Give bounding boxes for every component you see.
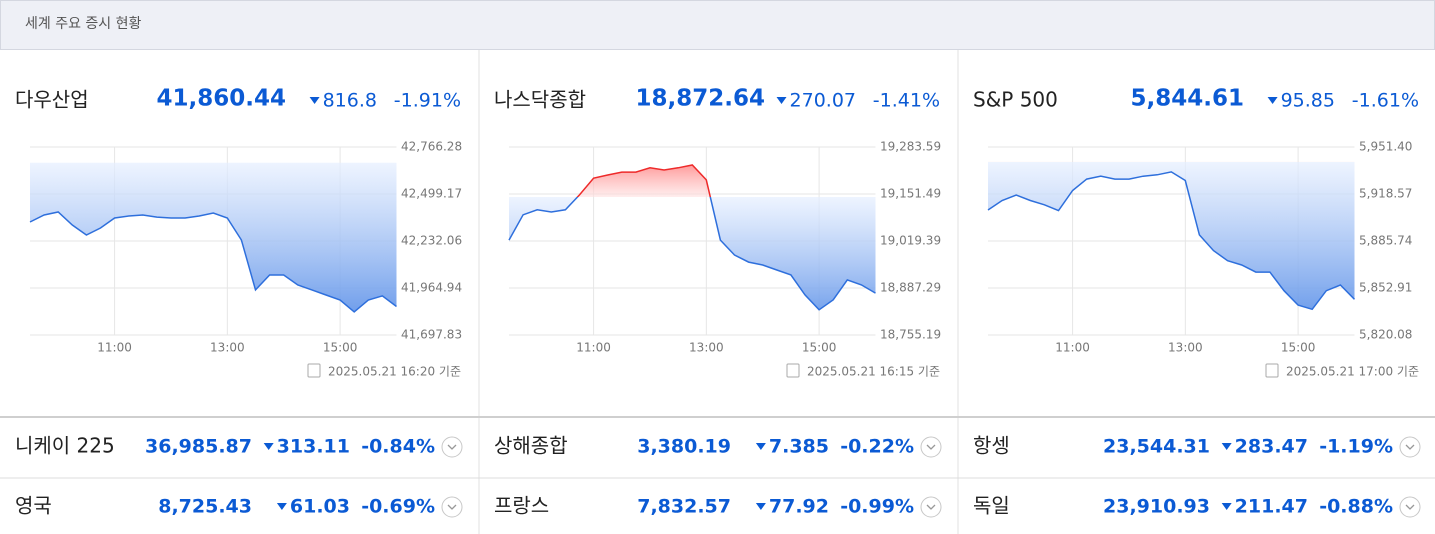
x-tick-label: 13:00 bbox=[210, 341, 245, 355]
down-icon bbox=[309, 97, 320, 104]
y-tick-label: 19,151.49 bbox=[880, 187, 941, 201]
down-icon bbox=[755, 443, 766, 450]
y-tick-label: 5,918.57 bbox=[1359, 187, 1412, 201]
market-price: 3,380.19 bbox=[637, 436, 731, 458]
timestamp: 2025.05.21 17:00 기준 bbox=[1286, 365, 1419, 379]
market-name: 영국 bbox=[15, 494, 52, 518]
market-name: 항셍 bbox=[973, 434, 1010, 458]
x-tick-label: 15:00 bbox=[802, 341, 837, 355]
index-name: 나스닥종합 bbox=[494, 88, 586, 112]
y-tick-label: 18,887.29 bbox=[880, 281, 941, 295]
calendar-icon bbox=[786, 363, 800, 378]
price-line bbox=[29, 211, 397, 313]
index-price: 41,860.44 bbox=[157, 86, 287, 112]
down-icon bbox=[276, 503, 287, 510]
x-tick-label: 15:00 bbox=[1281, 341, 1316, 355]
header-title: 세계 주요 증시 현황 bbox=[25, 16, 142, 32]
x-tick-label: 13:00 bbox=[689, 341, 724, 355]
index-name: 다우산업 bbox=[15, 88, 89, 112]
market-price: 8,725.43 bbox=[158, 496, 252, 518]
header-bar bbox=[0, 0, 1435, 50]
expand-button[interactable] bbox=[1399, 496, 1421, 518]
chevron-icon bbox=[926, 504, 936, 510]
market-change: 313.11 bbox=[277, 436, 350, 458]
calendar-icon bbox=[1265, 363, 1279, 378]
index-price: 5,844.61 bbox=[1131, 86, 1245, 112]
market-price: 23,910.93 bbox=[1103, 496, 1210, 518]
expand-button[interactable] bbox=[1399, 436, 1421, 458]
y-tick-label: 41,697.83 bbox=[401, 328, 462, 342]
down-icon bbox=[1221, 443, 1232, 450]
y-tick-label: 42,499.17 bbox=[401, 186, 462, 200]
calendar-icon bbox=[307, 363, 321, 378]
chevron-icon bbox=[447, 444, 457, 450]
market-change-pct: -0.88% bbox=[1319, 496, 1393, 518]
expand-button[interactable] bbox=[920, 436, 942, 458]
index-change: 816.8 bbox=[323, 90, 377, 112]
market-change-pct: -0.69% bbox=[361, 496, 435, 518]
market-name: 독일 bbox=[973, 494, 1010, 518]
x-tick-label: 11:00 bbox=[576, 341, 611, 355]
price-line bbox=[508, 164, 876, 311]
timestamp: 2025.05.21 16:20 기준 bbox=[328, 365, 461, 379]
market-price: 7,832.57 bbox=[637, 496, 731, 518]
market-change: 77.92 bbox=[769, 496, 829, 518]
market-name: 니케이 225 bbox=[15, 434, 115, 458]
chevron-icon bbox=[926, 444, 936, 450]
down-icon bbox=[755, 503, 766, 510]
y-tick-label: 42,232.06 bbox=[401, 233, 462, 247]
y-tick-label: 18,755.19 bbox=[880, 328, 941, 342]
index-change-pct: -1.41% bbox=[873, 90, 940, 112]
x-tick-label: 15:00 bbox=[323, 341, 358, 355]
expand-button[interactable] bbox=[441, 436, 463, 458]
market-name: 프랑스 bbox=[494, 494, 549, 518]
y-tick-label: 5,820.08 bbox=[1359, 328, 1412, 342]
market-change-pct: -1.19% bbox=[1319, 436, 1393, 458]
chevron-icon bbox=[447, 504, 457, 510]
market-change-pct: -0.22% bbox=[840, 436, 914, 458]
market-change: 61.03 bbox=[290, 496, 350, 518]
index-change-pct: -1.91% bbox=[394, 90, 461, 112]
y-tick-label: 41,964.94 bbox=[401, 281, 462, 295]
y-tick-label: 5,951.40 bbox=[1359, 140, 1412, 154]
x-tick-label: 13:00 bbox=[1168, 341, 1203, 355]
chevron-icon bbox=[1405, 504, 1415, 510]
area bbox=[988, 161, 1355, 310]
y-tick-label: 42,766.28 bbox=[401, 140, 462, 154]
market-price: 36,985.87 bbox=[145, 436, 252, 458]
down-icon bbox=[776, 97, 787, 104]
x-tick-label: 11:00 bbox=[1055, 341, 1090, 355]
down-icon bbox=[1267, 97, 1278, 104]
timestamp: 2025.05.21 16:15 기준 bbox=[807, 365, 940, 379]
expand-button[interactable] bbox=[441, 496, 463, 518]
index-change: 95.85 bbox=[1281, 90, 1335, 112]
market-name: 상해종합 bbox=[494, 434, 568, 458]
market-change: 283.47 bbox=[1235, 436, 1308, 458]
market-change-pct: -0.84% bbox=[361, 436, 435, 458]
index-price: 18,872.64 bbox=[636, 86, 766, 112]
area bbox=[30, 162, 397, 312]
chevron-icon bbox=[1405, 444, 1415, 450]
y-tick-label: 5,885.74 bbox=[1359, 234, 1412, 248]
market-price: 23,544.31 bbox=[1103, 436, 1210, 458]
x-tick-label: 11:00 bbox=[97, 341, 132, 355]
y-tick-label: 5,852.91 bbox=[1359, 281, 1412, 295]
index-change: 270.07 bbox=[790, 90, 856, 112]
index-name: S&P 500 bbox=[973, 88, 1058, 112]
market-change: 7.385 bbox=[769, 436, 829, 458]
down-icon bbox=[263, 443, 274, 450]
market-change-pct: -0.99% bbox=[840, 496, 914, 518]
price-line bbox=[987, 171, 1356, 311]
market-change: 211.47 bbox=[1235, 496, 1308, 518]
down-icon bbox=[1221, 503, 1232, 510]
index-change-pct: -1.61% bbox=[1352, 90, 1419, 112]
y-tick-label: 19,283.59 bbox=[880, 140, 941, 154]
expand-button[interactable] bbox=[920, 496, 942, 518]
area bbox=[509, 165, 876, 310]
y-tick-label: 19,019.39 bbox=[880, 234, 941, 248]
